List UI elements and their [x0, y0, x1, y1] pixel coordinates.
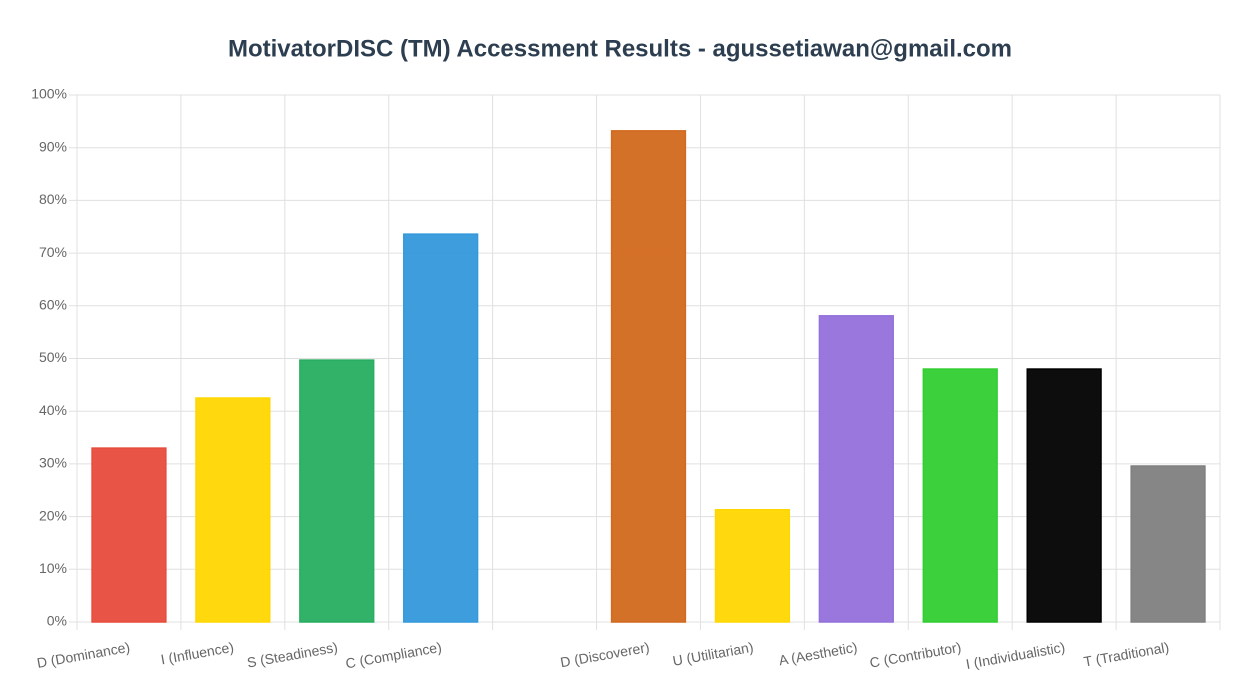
y-tick-label: 100%	[31, 86, 67, 102]
x-tick-label: I (Individualistic)	[965, 639, 1067, 672]
bar	[610, 130, 687, 623]
x-tick-label: U (Utilitarian)	[671, 639, 754, 669]
y-tick-label: 40%	[39, 402, 67, 418]
bar	[403, 233, 479, 623]
y-tick-label: 80%	[39, 191, 67, 207]
y-tick-label: 50%	[39, 349, 67, 365]
bar	[818, 315, 894, 623]
y-tick-label: 30%	[39, 455, 67, 471]
bar	[195, 397, 271, 623]
chart-title: MotivatorDISC (TM) Accessment Results - …	[228, 35, 1012, 62]
bar	[1026, 368, 1102, 623]
bar	[714, 508, 791, 623]
bar	[1130, 465, 1206, 623]
x-tick-label: D (Dominance)	[36, 639, 131, 671]
y-tick-label: 10%	[39, 560, 67, 576]
y-tick-label: 70%	[39, 244, 67, 260]
bar	[299, 359, 375, 623]
y-tick-label: 0%	[47, 613, 67, 629]
y-tick-label: 60%	[39, 297, 67, 313]
y-tick-label: 90%	[39, 138, 67, 154]
x-tick-label: S (Steadiness)	[246, 639, 339, 671]
y-tick-label: 20%	[39, 507, 67, 523]
x-tick-label: A (Aesthetic)	[778, 639, 859, 669]
x-tick-label: C (Compliance)	[344, 639, 443, 672]
bar	[91, 447, 167, 623]
x-tick-label: D (Discoverer)	[559, 639, 651, 670]
bar	[922, 368, 998, 623]
x-tick-label: I (Influence)	[159, 639, 235, 668]
x-tick-label: T (Traditional)	[1082, 639, 1170, 670]
x-tick-label: C (Contributor)	[868, 639, 962, 671]
